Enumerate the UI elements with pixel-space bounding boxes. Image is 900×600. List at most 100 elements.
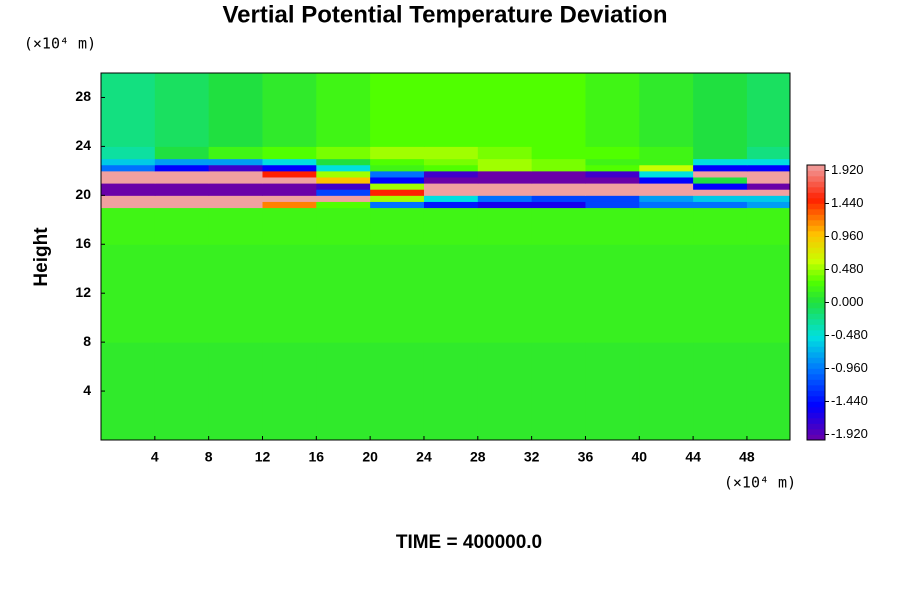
- cell: [154, 158, 210, 166]
- cell: [531, 170, 586, 178]
- cell: [585, 201, 640, 209]
- colorbar-tick-label: 0.480: [831, 261, 864, 276]
- cell: [423, 207, 479, 245]
- cell: [746, 195, 791, 202]
- cell: [423, 189, 479, 196]
- cell: [423, 195, 479, 202]
- cell: [370, 244, 425, 343]
- cell: [585, 195, 640, 202]
- cell: [262, 207, 317, 245]
- cell: [423, 146, 479, 160]
- colorbar-step: [807, 374, 825, 380]
- colorbar-step: [807, 214, 825, 221]
- cell: [154, 244, 210, 343]
- x-tick-label: 28: [470, 449, 486, 465]
- cell: [423, 176, 479, 184]
- cell: [531, 158, 586, 166]
- cell: [477, 158, 533, 166]
- cell: [531, 176, 586, 184]
- cell: [585, 183, 640, 190]
- colorbar-tick-label: -1.920: [831, 426, 868, 441]
- cell: [370, 170, 425, 178]
- cell: [101, 244, 156, 343]
- cell: [370, 189, 425, 196]
- cell: [101, 189, 156, 196]
- x-tick-label: 20: [362, 449, 378, 465]
- cell: [101, 146, 156, 160]
- cell: [316, 342, 371, 441]
- cell: [208, 183, 263, 190]
- colorbar-step: [807, 242, 825, 248]
- colorbar-step: [807, 407, 825, 413]
- cell: [262, 189, 317, 196]
- colorbar-step: [807, 203, 825, 210]
- x-tick-label: 8: [205, 449, 213, 465]
- y-axis-label: Height: [31, 227, 52, 287]
- cell: [316, 164, 371, 172]
- cell: [262, 146, 317, 160]
- cell: [208, 146, 263, 160]
- colorbar-step: [807, 434, 825, 441]
- cell: [639, 207, 694, 245]
- cell: [423, 73, 479, 147]
- colorbar-step: [807, 379, 825, 386]
- cell: [693, 207, 748, 245]
- cell: [208, 207, 263, 245]
- cell: [693, 342, 748, 441]
- cell: [693, 158, 748, 166]
- cell: [746, 244, 791, 343]
- y-tick-label: 4: [83, 382, 91, 398]
- colorbar-step: [807, 412, 825, 419]
- cell: [370, 207, 425, 245]
- x-unit: (×10⁴ m): [724, 474, 796, 492]
- colorbar-tick-label: 1.920: [831, 162, 864, 177]
- cell: [262, 158, 317, 166]
- cell: [746, 189, 791, 196]
- cell: [262, 164, 317, 172]
- colorbar-step: [807, 198, 825, 204]
- cell: [208, 201, 263, 209]
- cell: [208, 195, 263, 202]
- cell: [154, 73, 210, 147]
- chart-title: Vertial Potential Temperature Deviation: [222, 1, 667, 28]
- cell: [746, 183, 791, 190]
- cell: [693, 183, 748, 190]
- colorbar-step: [807, 181, 825, 188]
- cell: [208, 158, 263, 166]
- cell: [531, 201, 586, 209]
- y-tick-label: 16: [75, 235, 91, 251]
- colorbar-step: [807, 225, 825, 232]
- cell: [154, 176, 210, 184]
- colorbar-step: [807, 330, 825, 336]
- colorbar-step: [807, 423, 825, 430]
- cell: [370, 342, 425, 441]
- cell: [316, 73, 371, 147]
- colorbar-step: [807, 401, 825, 408]
- cell: [746, 158, 791, 166]
- cell: [477, 164, 533, 172]
- cell: [208, 164, 263, 172]
- cell: [477, 176, 533, 184]
- cell: [639, 244, 694, 343]
- cell: [477, 146, 533, 160]
- colorbar-tick-label: -0.960: [831, 360, 868, 375]
- cell: [101, 195, 156, 202]
- colorbar-tick-label: -0.480: [831, 327, 868, 342]
- cell: [693, 195, 748, 202]
- colorbar-step: [807, 275, 825, 281]
- cell: [423, 158, 479, 166]
- cell: [531, 244, 586, 343]
- colorbar-step: [807, 346, 825, 353]
- cell: [693, 189, 748, 196]
- cell: [746, 201, 791, 209]
- colorbar-step: [807, 302, 825, 309]
- cell: [262, 201, 317, 209]
- colorbar-step: [807, 324, 825, 331]
- cell: [746, 342, 791, 441]
- cell: [316, 244, 371, 343]
- cell: [693, 176, 748, 184]
- cell: [639, 176, 694, 184]
- x-tick-label: 16: [309, 449, 325, 465]
- plot-frame: [100, 72, 791, 441]
- cell: [370, 158, 425, 166]
